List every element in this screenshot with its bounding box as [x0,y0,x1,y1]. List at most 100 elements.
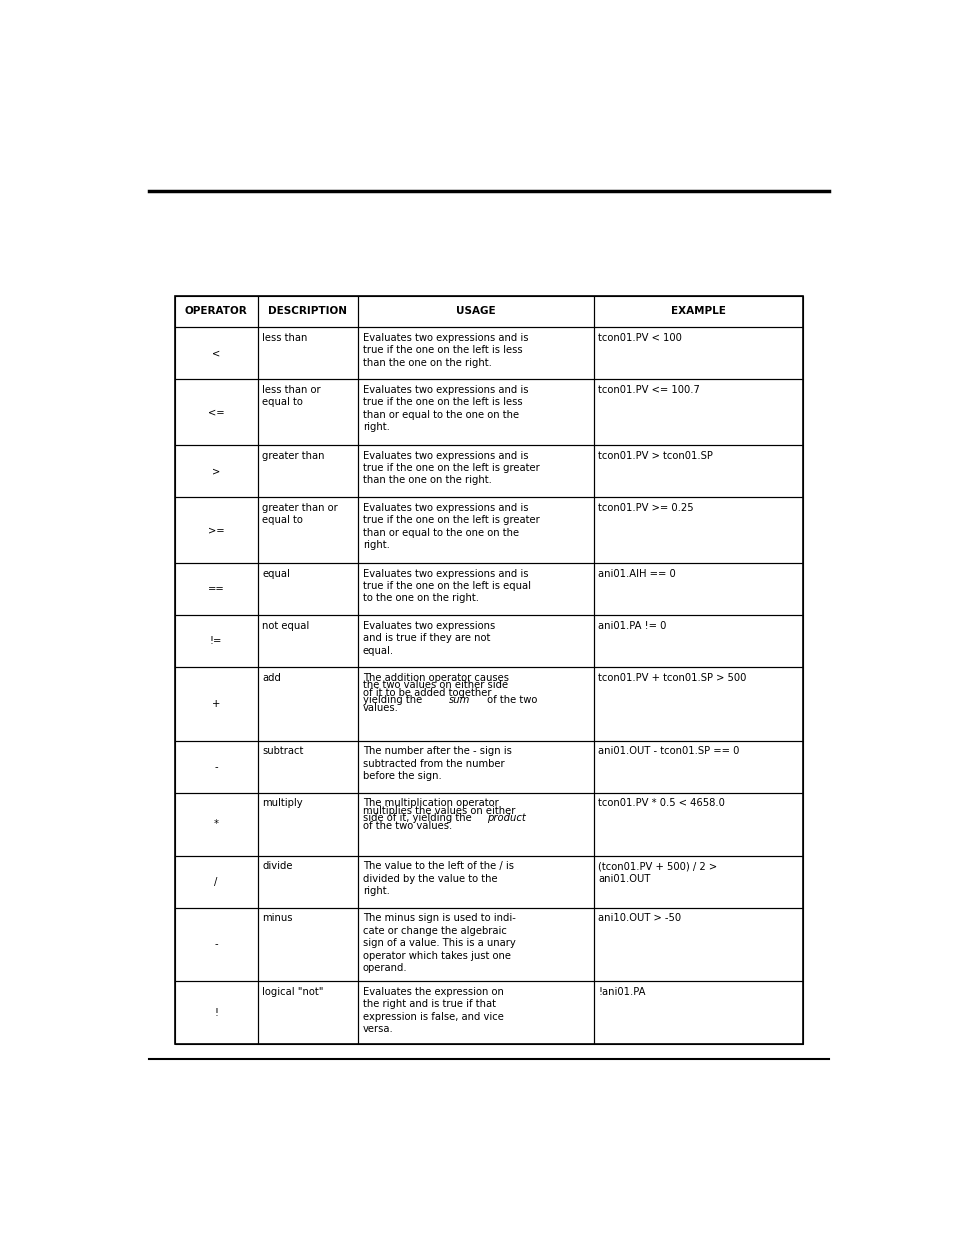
Bar [357,856,594,908]
Text: <: < [212,348,220,358]
Text: Evaluates two expressions and is
true if the one on the left is equal
to the one: Evaluates two expressions and is true if… [362,568,530,604]
Bar [357,667,594,741]
Text: ==: == [208,584,224,594]
Text: !: ! [214,1008,218,1018]
Text: less than: less than [262,332,307,343]
Text: +: + [212,699,220,709]
Text: Evaluates two expressions and is
true if the one on the left is less
than or equ: Evaluates two expressions and is true if… [362,385,528,432]
Text: not equal: not equal [262,621,309,631]
Bar [594,741,802,793]
Bar [357,295,594,327]
Text: subtract: subtract [262,746,303,756]
Bar [594,496,802,563]
Text: -: - [214,940,218,950]
Bar [257,295,357,327]
Bar [257,856,357,908]
Text: !ani01.PA: !ani01.PA [598,987,645,997]
Bar [594,379,802,445]
Bar [594,908,802,981]
Text: The minus sign is used to indi-
cate or change the algebraic
sign of a value. Th: The minus sign is used to indi- cate or … [362,914,515,973]
Text: tcon01.PV + tcon01.SP > 500: tcon01.PV + tcon01.SP > 500 [598,673,746,683]
Text: Evaluates two expressions and is
true if the one on the left is greater
than the: Evaluates two expressions and is true if… [362,451,538,485]
Bar [594,856,802,908]
Text: greater than: greater than [262,451,324,461]
Bar [357,445,594,496]
Bar [594,981,802,1044]
Bar [594,793,802,856]
Text: >: > [212,466,220,475]
Text: OPERATOR: OPERATOR [185,306,247,316]
Text: tcon01.PV <= 100.7: tcon01.PV <= 100.7 [598,385,700,395]
Text: Evaluates two expressions and is
true if the one on the left is greater
than or : Evaluates two expressions and is true if… [362,503,538,550]
Bar [174,295,802,1044]
Bar [174,981,257,1044]
Bar [594,295,802,327]
Text: minus: minus [262,914,293,924]
Text: !=: != [210,636,222,646]
Text: The value to the left of the / is
divided by the value to the
right.: The value to the left of the / is divide… [362,861,513,897]
Text: (tcon01.PV + 500) / 2 >
ani01.OUT: (tcon01.PV + 500) / 2 > ani01.OUT [598,861,717,884]
Bar [357,793,594,856]
Bar [174,908,257,981]
Text: >=: >= [208,525,224,535]
Text: divide: divide [262,861,293,871]
Bar [174,379,257,445]
Bar [357,563,594,615]
Bar [257,908,357,981]
Bar [174,615,257,667]
Text: the two values on either side: the two values on either side [362,680,507,690]
Bar [357,496,594,563]
Bar [174,295,257,327]
Text: logical "not": logical "not" [262,987,323,997]
Text: greater than or
equal to: greater than or equal to [262,503,337,525]
Text: yielding the: yielding the [362,695,425,705]
Text: Evaluates the expression on
the right and is true if that
expression is false, a: Evaluates the expression on the right an… [362,987,503,1034]
Bar [174,327,257,379]
Text: less than or
equal to: less than or equal to [262,385,320,408]
Text: ani01.AIH == 0: ani01.AIH == 0 [598,568,676,579]
Bar [257,981,357,1044]
Text: product: product [486,814,525,824]
Text: The multiplication operator: The multiplication operator [362,799,497,809]
Bar [357,908,594,981]
Text: EXAMPLE: EXAMPLE [670,306,725,316]
Bar [594,445,802,496]
Bar [257,741,357,793]
Text: DESCRIPTION: DESCRIPTION [268,306,347,316]
Bar [257,445,357,496]
Bar [257,379,357,445]
Text: -: - [214,762,218,772]
Text: ani10.OUT > -50: ani10.OUT > -50 [598,914,680,924]
Text: *: * [213,819,218,829]
Text: side of it, yielding the: side of it, yielding the [362,814,474,824]
Text: of the two values.: of the two values. [362,821,452,831]
Bar [257,793,357,856]
Text: multiply: multiply [262,799,302,809]
Bar [257,667,357,741]
Text: sum: sum [448,695,470,705]
Bar [257,327,357,379]
Bar [357,379,594,445]
Bar [594,563,802,615]
Text: ani01.PA != 0: ani01.PA != 0 [598,621,666,631]
Text: Evaluates two expressions
and is true if they are not
equal.: Evaluates two expressions and is true if… [362,621,495,656]
Text: ani01.OUT - tcon01.SP == 0: ani01.OUT - tcon01.SP == 0 [598,746,739,756]
Text: The addition operator causes: The addition operator causes [362,673,508,683]
Text: <=: <= [208,408,224,417]
Bar [174,563,257,615]
Text: tcon01.PV * 0.5 < 4658.0: tcon01.PV * 0.5 < 4658.0 [598,799,724,809]
Bar [257,615,357,667]
Bar [357,741,594,793]
Text: multiplies the values on either: multiplies the values on either [362,806,515,816]
Bar [174,793,257,856]
Bar [257,496,357,563]
Bar [174,667,257,741]
Bar [594,327,802,379]
Text: The number after the - sign is
subtracted from the number
before the sign.: The number after the - sign is subtracte… [362,746,511,782]
Text: values.: values. [362,703,398,713]
Text: Evaluates two expressions and is
true if the one on the left is less
than the on: Evaluates two expressions and is true if… [362,332,528,368]
Bar [174,496,257,563]
Text: USAGE: USAGE [456,306,496,316]
Text: add: add [262,673,281,683]
Bar [357,615,594,667]
